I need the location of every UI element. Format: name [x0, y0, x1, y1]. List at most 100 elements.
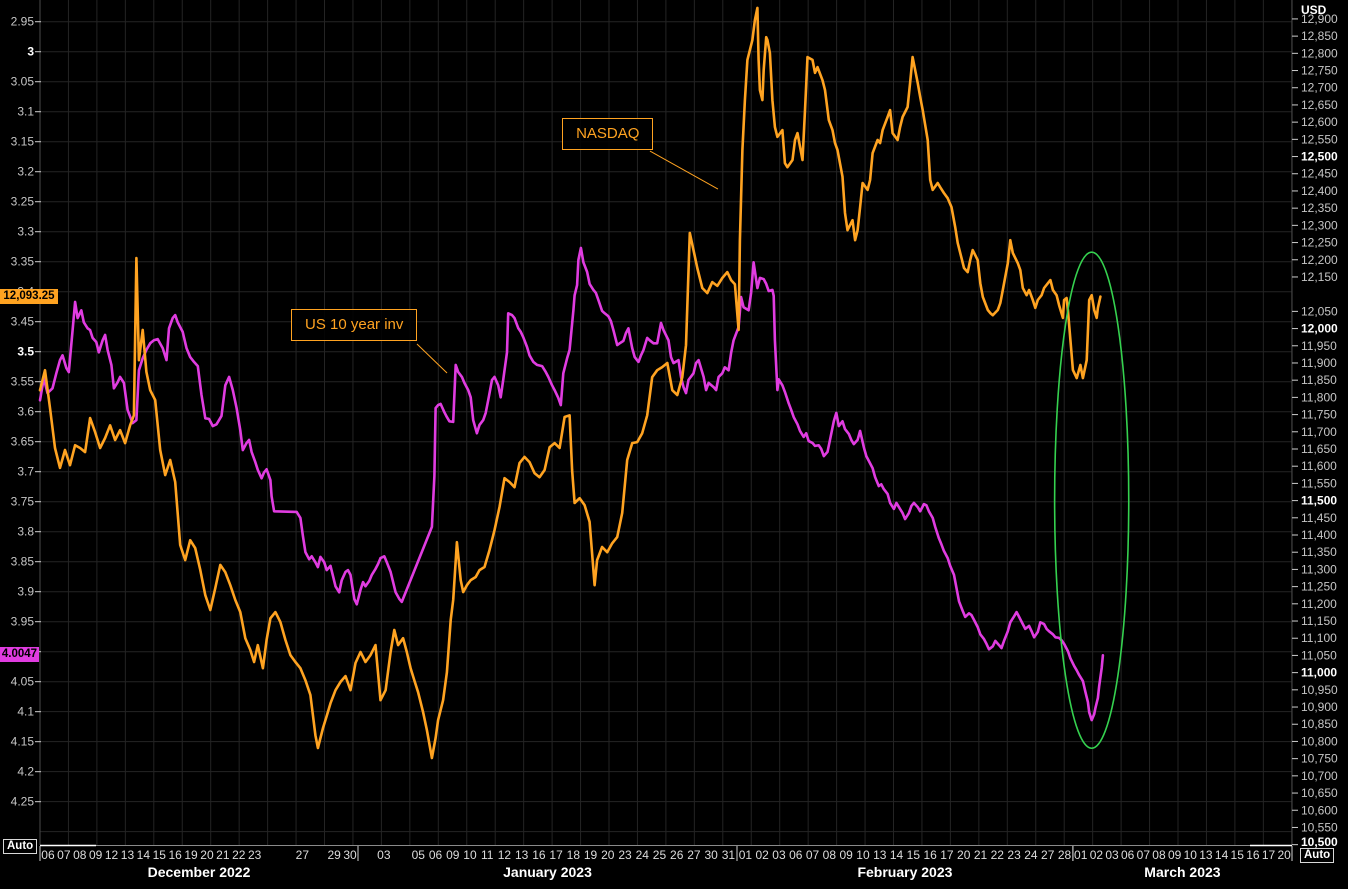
left-axis-tick-label: 3.95	[11, 615, 35, 629]
x-axis-day-label: 30	[704, 848, 718, 862]
x-axis-day-label: 03	[377, 848, 391, 862]
left-axis-tick-label: 3.1	[17, 105, 34, 119]
x-axis-day-label: 08	[73, 848, 87, 862]
right-axis-tick-label: 11,150	[1301, 614, 1337, 628]
x-axis-day-label: 15	[153, 848, 167, 862]
x-axis-day-label: 06	[429, 848, 443, 862]
x-axis-day-label: 20	[601, 848, 615, 862]
right-axis-unit-label: USD	[1301, 3, 1327, 17]
right-axis-tick-label: 11,000	[1301, 666, 1337, 680]
left-axis-tick-label: 3.65	[11, 435, 35, 449]
x-axis-day-label: 09	[446, 848, 460, 862]
left-axis-tick-label: 3.45	[11, 315, 35, 329]
x-axis-day-label: 22	[232, 848, 246, 862]
x-axis-day-label: 10	[463, 848, 477, 862]
x-axis: 06 07 08 09 12 13 14 15 16 19 20 21 22 23 27 29 30Decemb…	[39, 846, 1293, 880]
x-axis-day-label: 19	[584, 848, 598, 862]
right-axis-tick-label: 12,800	[1301, 46, 1338, 60]
x-axis-day-label: 28	[1058, 848, 1072, 862]
right-axis-tick-label: 11,400	[1301, 528, 1337, 542]
x-axis-day-label: 10	[1184, 848, 1198, 862]
left-axis-tick-label: 3.3	[17, 225, 34, 239]
left-axis: 2.9533.053.13.153.23.253.33.353.43.453.5…	[11, 15, 41, 809]
highlight-ellipse	[1053, 251, 1130, 750]
x-axis-day-label: 21	[216, 848, 230, 862]
right-axis-tick-label: 11,700	[1301, 425, 1337, 439]
x-axis-day-label: 13	[1199, 848, 1213, 862]
left-axis-tick-label: 4.2	[17, 765, 34, 779]
right-axis-tick-label: 11,850	[1301, 373, 1337, 387]
right-axis-auto-button[interactable]: Auto	[1300, 848, 1335, 863]
left-axis-tick-label: 3.7	[17, 465, 34, 479]
x-axis-day-label: 17	[940, 848, 954, 862]
right-axis-tick-label: 12,350	[1301, 201, 1338, 215]
x-axis-day-label: 17	[549, 848, 563, 862]
x-axis-day-label: 30	[343, 848, 357, 862]
x-axis-day-label: 27	[1041, 848, 1055, 862]
x-axis-day-label: 09	[839, 848, 853, 862]
x-axis-day-label: 11	[481, 848, 494, 862]
x-axis-month-label: January 2023	[503, 864, 592, 880]
x-axis-day-label: 16	[923, 848, 937, 862]
right-axis: 12,900 12,850 12,800 12,750 12,700 12,650 12,6…	[1292, 12, 1338, 849]
x-axis-day-label: 14	[1215, 848, 1229, 862]
callout-nasdaq[interactable]: NASDAQ	[562, 117, 654, 150]
right-axis-last-value-badge: 12,093.25	[0, 288, 58, 304]
right-axis-tick-label: 11,950	[1301, 339, 1337, 353]
x-axis-day-label: 27	[687, 848, 701, 862]
left-axis-tick-label: 4.25	[11, 795, 35, 809]
right-axis-tick-label: 10,900	[1301, 700, 1338, 714]
right-axis-tick-label: 11,350	[1301, 545, 1337, 559]
x-axis-day-label: 23	[618, 848, 632, 862]
callout-leader-line	[416, 343, 448, 374]
left-axis-tick-label: 3.8	[17, 525, 34, 539]
series-line-nasdaq	[38, 6, 1102, 760]
x-axis-month-label: December 2022	[148, 864, 251, 880]
x-axis-day-label: 08	[823, 848, 837, 862]
x-axis-month-label: March 2023	[1144, 864, 1220, 880]
x-axis-day-label: 19	[184, 848, 198, 862]
x-axis-day-label: 24	[636, 848, 650, 862]
x-axis-day-label: 16	[168, 848, 182, 862]
series-line-us-10-year-inv	[38, 246, 1105, 722]
x-axis-day-label: 06	[1121, 848, 1135, 862]
right-axis-tick-label: 12,700	[1301, 81, 1338, 95]
x-axis-day-label: 07	[57, 848, 71, 862]
right-axis-tick-label: 10,750	[1301, 752, 1338, 766]
left-axis-tick-label: 3.25	[11, 195, 35, 209]
left-axis-tick-label: 3.85	[11, 555, 35, 569]
x-axis-day-label: 06	[41, 848, 55, 862]
left-axis-auto-button[interactable]: Auto	[3, 839, 38, 854]
callout-us10yr-inv[interactable]: US 10 year inv	[291, 309, 418, 342]
x-axis-day-label: 09	[1168, 848, 1182, 862]
right-axis-tick-label: 12,600	[1301, 115, 1338, 129]
right-axis-tick-label: 10,800	[1301, 734, 1338, 748]
right-axis-tick-label: 10,550	[1301, 820, 1338, 834]
x-axis-month-label: February 2023	[857, 864, 952, 880]
x-axis-day-label: 06	[789, 848, 803, 862]
left-axis-tick-label: 3.9	[17, 585, 34, 599]
right-axis-tick-label: 11,550	[1301, 476, 1337, 490]
x-axis-day-label: 26	[670, 848, 684, 862]
left-axis-tick-label: 2.95	[11, 15, 35, 29]
x-axis-day-label: 03	[772, 848, 786, 862]
x-axis-day-label: 15	[1231, 848, 1245, 862]
x-axis-day-label: 02	[1090, 848, 1104, 862]
x-axis-day-label: 07	[1137, 848, 1151, 862]
gridlines	[39, 0, 1293, 845]
x-axis-day-label: 01	[1074, 848, 1088, 862]
x-axis-day-label: 07	[806, 848, 820, 862]
right-axis-tick-label: 10,650	[1301, 786, 1338, 800]
right-axis-tick-label: 12,650	[1301, 98, 1338, 112]
right-axis-tick-label: 12,150	[1301, 270, 1338, 284]
x-axis-day-label: 31	[722, 848, 736, 862]
x-axis-day-label: 24	[1024, 848, 1038, 862]
left-axis-tick-label: 3.55	[11, 375, 35, 389]
right-axis-tick-label: 12,400	[1301, 184, 1338, 198]
x-axis-day-label: 12	[105, 848, 119, 862]
x-axis-day-label: 15	[907, 848, 921, 862]
left-axis-tick-label: 3.05	[11, 75, 35, 89]
right-axis-tick-label: 12,250	[1301, 236, 1338, 250]
callout-leader-line	[649, 150, 719, 190]
